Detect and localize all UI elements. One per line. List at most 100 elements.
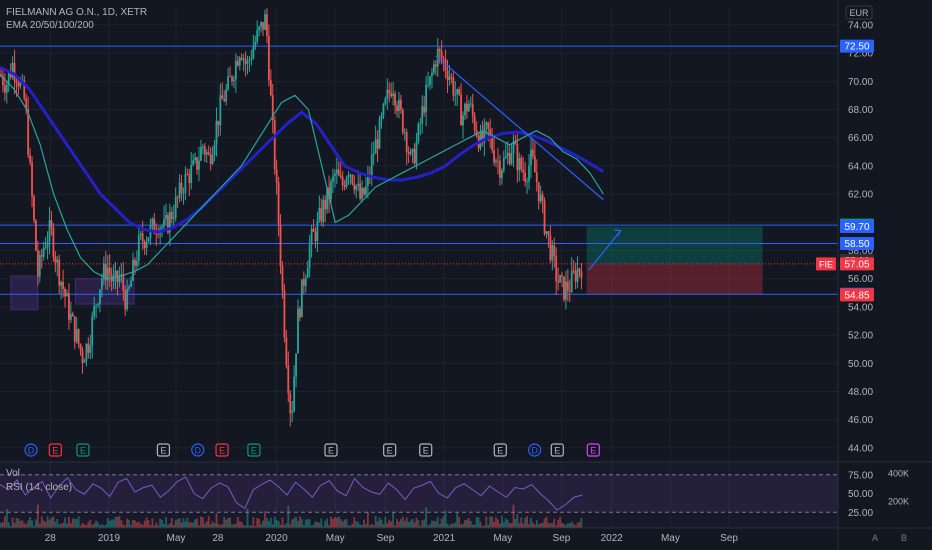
y-tick-label: 56.00 <box>848 274 873 285</box>
scale-button[interactable]: A <box>872 533 878 543</box>
candle-body <box>163 218 165 227</box>
price-label-box[interactable] <box>840 220 874 234</box>
candle-body <box>335 169 338 174</box>
candle-body <box>386 89 389 99</box>
candle-body <box>233 79 235 82</box>
dividend-marker[interactable] <box>528 443 542 457</box>
projection-arrow[interactable] <box>588 230 622 271</box>
candle-body <box>454 94 457 96</box>
candle-body <box>2 76 4 86</box>
candle-body <box>291 411 294 414</box>
earnings-marker[interactable] <box>493 443 507 457</box>
volume-bar <box>469 520 472 528</box>
indicator-label[interactable]: EMA 20/50/100/200 <box>6 20 94 31</box>
event-label: E <box>219 446 225 456</box>
volume-bar <box>417 520 420 528</box>
candle-body <box>566 281 569 291</box>
position-profit-zone[interactable] <box>586 226 763 264</box>
scale-button[interactable]: B <box>901 533 907 543</box>
earnings-marker[interactable] <box>156 443 171 457</box>
candle-body <box>190 165 193 184</box>
price-label-box[interactable] <box>840 288 874 302</box>
volume-bar <box>530 517 532 528</box>
dividend-marker[interactable] <box>24 443 38 457</box>
volume-bar <box>512 504 515 528</box>
symbol-title[interactable]: FIELMANN AG O.N., 1D, XETR <box>6 7 148 18</box>
volume-bar <box>176 519 179 528</box>
ema-slow-line[interactable] <box>0 65 605 234</box>
volume-bar <box>7 522 10 528</box>
candle-body <box>351 174 354 184</box>
candle-body <box>530 149 532 166</box>
price-label-box[interactable] <box>840 257 874 271</box>
candle-body <box>444 59 447 71</box>
candle-body <box>293 376 296 412</box>
volume-bar <box>126 518 129 528</box>
earnings-marker[interactable] <box>215 443 229 457</box>
earnings-marker[interactable] <box>383 443 397 457</box>
volume-bar <box>394 525 396 528</box>
volume-bar <box>349 525 352 528</box>
candle-body <box>79 344 82 351</box>
candle-body <box>285 337 288 366</box>
volume-bar <box>19 520 22 528</box>
volume-bar <box>48 519 51 528</box>
earnings-marker[interactable] <box>76 443 90 457</box>
candle-body <box>524 172 527 182</box>
volume-label[interactable]: Vol <box>6 468 20 479</box>
candle-body <box>254 41 257 47</box>
volume-bar <box>429 523 431 528</box>
dividend-marker[interactable] <box>191 443 205 457</box>
y-tick-label: 44.00 <box>848 443 873 454</box>
candle-body <box>549 235 552 261</box>
trend-line[interactable] <box>435 55 604 201</box>
range-box[interactable] <box>74 278 135 305</box>
candle-body <box>411 149 414 152</box>
volume-bar <box>310 525 313 528</box>
volume-bar <box>132 519 134 528</box>
volume-bar <box>170 518 173 528</box>
candle-body <box>497 160 499 162</box>
volume-bar <box>328 525 330 528</box>
position-loss-zone[interactable] <box>586 263 763 295</box>
volume-bar <box>99 525 101 528</box>
rsi-label[interactable]: RSI (14, close) <box>6 482 73 493</box>
volume-bar <box>471 524 474 528</box>
range-box[interactable] <box>10 275 39 311</box>
volume-bar <box>42 520 45 528</box>
volume-bar <box>467 517 470 528</box>
candle-body <box>442 58 445 60</box>
candle-body <box>219 95 222 126</box>
ema-fast-line[interactable] <box>0 73 604 280</box>
rsi-pane[interactable] <box>0 462 838 528</box>
volume-bar <box>545 516 548 528</box>
volume-bar <box>543 518 546 528</box>
candle-body <box>578 268 581 272</box>
earnings-marker[interactable] <box>247 443 261 457</box>
rsi-line[interactable] <box>0 476 583 511</box>
candle-body <box>357 183 360 186</box>
volume-bar <box>405 517 408 528</box>
candle-body <box>248 59 251 61</box>
price-label-box[interactable] <box>840 236 874 250</box>
ticker-tag-box[interactable] <box>816 257 836 271</box>
volume-bar <box>448 525 451 528</box>
earnings-marker[interactable] <box>550 443 564 457</box>
volume-bar <box>576 522 579 528</box>
candle-body <box>310 228 313 245</box>
volume-bar <box>203 523 206 528</box>
price-label-box[interactable] <box>840 39 874 53</box>
earnings-marker[interactable] <box>48 443 62 457</box>
volume-bar <box>475 517 478 528</box>
earnings-marker[interactable] <box>419 443 433 457</box>
candle-body <box>392 93 395 96</box>
earnings-marker[interactable] <box>586 443 600 457</box>
currency-button[interactable] <box>845 5 873 20</box>
volume-bar <box>485 516 488 528</box>
candle-body <box>147 237 150 242</box>
price-axis[interactable] <box>838 0 932 550</box>
candle-body <box>242 58 245 60</box>
earnings-marker[interactable] <box>324 443 338 457</box>
